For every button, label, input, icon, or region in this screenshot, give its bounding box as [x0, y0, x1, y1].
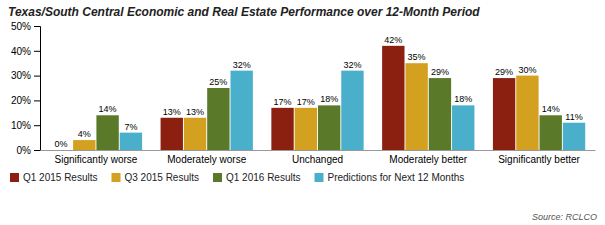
data-label: 17% [274, 97, 292, 107]
tick: 30% [11, 70, 40, 81]
title: Texas/South Central Economic and Real Es… [8, 5, 480, 19]
bar [493, 78, 515, 150]
bar-series [96, 78, 561, 150]
bar [341, 71, 363, 150]
legend-label: Q1 2015 Results [23, 172, 98, 183]
axis-domain [41, 150, 596, 151]
data-label: 13% [163, 107, 181, 117]
legend-label: Predictions for Next 12 Months [328, 172, 465, 183]
data-label: 14% [99, 104, 117, 114]
data-label: 35% [408, 52, 426, 62]
tick: 40% [11, 46, 40, 57]
tick-label: 20% [11, 95, 31, 106]
data-label: 42% [384, 35, 402, 45]
bar [382, 46, 404, 150]
y-axis: 0% 10% 20% 30% 40% 50% [11, 21, 41, 156]
tick-mark [34, 76, 40, 77]
tick: Significantly worse [55, 154, 138, 165]
bar [318, 105, 340, 150]
data-label: 14% [542, 104, 560, 114]
bar-series [120, 71, 585, 150]
annotation: Source: RCLCO [532, 212, 597, 222]
tick: Significantly better [498, 154, 580, 165]
tick-mark [34, 125, 40, 126]
bar-series [161, 46, 516, 150]
legend: Q1 2015 Results Q3 2015 Results Q1 2016 Re… [10, 172, 464, 183]
data-label: 4% [78, 129, 91, 139]
data-label: 32% [233, 60, 251, 70]
bars [73, 46, 585, 150]
tick-mark [34, 51, 40, 52]
tick-label: 0% [17, 145, 32, 156]
bar [50, 150, 72, 151]
tick-mark [34, 150, 40, 151]
data-label: 13% [186, 107, 204, 117]
data-label: 7% [124, 122, 137, 132]
axis-domain [34, 27, 41, 151]
tick-label: Moderately better [389, 154, 467, 165]
data-label: 18% [320, 94, 338, 104]
chart: Texas/South Central Economic and Real Es… [0, 0, 605, 225]
bar-series [73, 63, 538, 150]
legend-swatch [315, 173, 324, 182]
x-axis: Significantly worse Moderately worse Uncha… [41, 151, 596, 166]
data-label: 0% [54, 139, 67, 149]
bar [516, 76, 538, 150]
tick-label: Significantly worse [55, 154, 138, 165]
tick-label: 50% [11, 21, 31, 32]
legend-swatch [112, 173, 121, 182]
legend-label: Q3 2015 Results [125, 172, 200, 183]
bar [230, 71, 252, 150]
tick-label: Unchanged [292, 154, 343, 165]
data-label: 32% [343, 60, 361, 70]
bar [120, 133, 142, 150]
bar [429, 78, 451, 150]
legend-item: Predictions for Next 12 Months [315, 172, 465, 183]
tick-label: 30% [11, 70, 31, 81]
bar [161, 118, 183, 150]
data-label: 29% [495, 67, 513, 77]
bar [295, 108, 317, 150]
bar [96, 115, 118, 150]
data-label: 30% [518, 65, 536, 75]
bar [405, 63, 427, 150]
bar [452, 105, 474, 150]
tick: 20% [11, 95, 40, 106]
tick: 50% [11, 21, 40, 32]
bar [207, 88, 229, 150]
legend-label: Q1 2016 Results [226, 172, 301, 183]
data-labels: 0% 13% 17% 42% 29% 4% 13% 17% 35% 30% 14% 25% 18% 29%… [54, 35, 582, 149]
data-label: 17% [297, 97, 315, 107]
bar [73, 140, 95, 150]
legend-swatch [213, 173, 222, 182]
data-label: 11% [565, 112, 582, 122]
data-label: 18% [454, 94, 472, 104]
bar [563, 123, 585, 150]
legend-item: Q1 2016 Results [213, 172, 301, 183]
data-label: 29% [431, 67, 449, 77]
tick-label: 40% [11, 46, 31, 57]
bar [271, 108, 293, 150]
tick-label: Moderately worse [167, 154, 246, 165]
legend-item: Q3 2015 Results [112, 172, 200, 183]
data-label: 25% [209, 77, 227, 87]
tick: Moderately worse [167, 154, 246, 165]
bar [540, 115, 562, 150]
tick-mark [34, 26, 40, 27]
tick-label: Significantly better [498, 154, 580, 165]
tick-label: 10% [11, 120, 31, 131]
legend-item: Q1 2015 Results [10, 172, 98, 183]
tick-mark [34, 100, 40, 101]
tick: Unchanged [292, 154, 343, 165]
plot: 0% 10% 20% 30% 40% 50% Significantly worse Mode… [11, 21, 596, 165]
tick: 0% [17, 145, 40, 156]
bar [184, 118, 206, 150]
tick: 10% [11, 120, 40, 131]
legend-swatch [10, 173, 19, 182]
tick: Moderately better [389, 154, 467, 165]
